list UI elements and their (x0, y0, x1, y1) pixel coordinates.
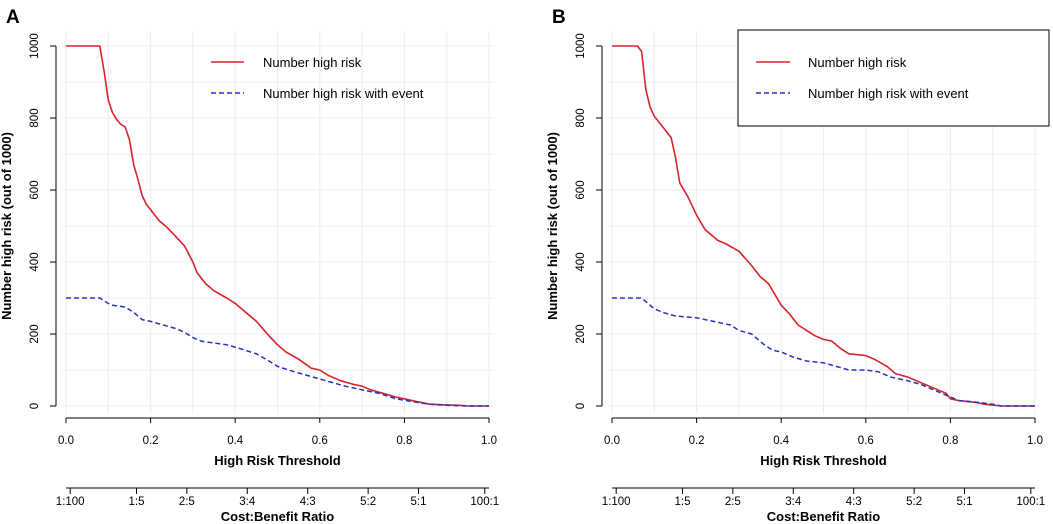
x-tick-label: 0.8 (396, 435, 412, 447)
x-tick-label: 0.8 (942, 435, 958, 447)
panel-label: B (552, 7, 566, 28)
legend: Number high risk Number high risk with ev… (737, 29, 1050, 127)
cost-tick-label: 1:5 (129, 496, 145, 508)
cost-tick-label: 1:100 (602, 496, 631, 508)
cost-tick-label: 2:5 (725, 496, 741, 508)
y-tick-label: 600 (29, 180, 41, 199)
cost-tick-label: 1:5 (675, 496, 691, 508)
y-axis-title: Number high risk (out of 1000) (545, 132, 560, 320)
y-tick-label: 400 (575, 252, 587, 271)
x-tick-label: 0.4 (773, 435, 790, 447)
x-tick-label: 0.0 (58, 435, 74, 447)
cost-tick-label: 1:100 (56, 496, 85, 508)
y-axis: 0 200 400 600 800 1000 Number high risk (out o… (545, 33, 603, 409)
legend-label: Number high risk (808, 55, 907, 70)
panel-label: A (6, 7, 20, 28)
legend: Number high risk Number high risk with ev… (211, 55, 424, 101)
x-tick-label: 0.0 (604, 435, 620, 447)
series-line-number-high-risk (66, 45, 489, 407)
x-axis: 0.0 0.2 0.4 0.6 0.8 1.0 High Risk Threshold (604, 417, 1043, 468)
x-axis-title: High Risk Threshold (760, 453, 886, 468)
cost-tick-label: 100:1 (470, 496, 499, 508)
y-tick-label: 0 (575, 403, 587, 409)
cost-tick-label: 5:2 (360, 496, 376, 508)
cost-tick-label: 4:3 (846, 496, 862, 508)
series-line-number-high-risk (612, 45, 1035, 407)
cost-tick-label: 4:3 (300, 496, 316, 508)
chart-panel-b: B 0 200 400 600 800 1000 Number high risk (out … (545, 7, 1050, 524)
cost-axis-title: Cost:Benefit Ratio (767, 509, 880, 524)
y-axis: 0 200 400 600 800 1000 Number high risk (out o… (0, 33, 57, 409)
cost-tick-label: 5:2 (906, 496, 922, 508)
x-axis-title: High Risk Threshold (214, 453, 340, 468)
legend-label: Number high risk (263, 55, 362, 70)
cost-benefit-axis: 1:100 1:5 2:5 3:4 4:3 5:2 5:1 100:1 Cost:Benefit… (602, 487, 1045, 524)
x-tick-label: 0.2 (143, 435, 159, 447)
x-tick-label: 0.4 (227, 435, 244, 447)
y-tick-label: 200 (29, 324, 41, 343)
cost-axis-title: Cost:Benefit Ratio (221, 509, 334, 524)
legend-label: Number high risk with event (263, 86, 424, 101)
y-tick-label: 1000 (575, 33, 587, 59)
y-tick-label: 0 (29, 403, 41, 409)
y-tick-label: 800 (575, 108, 587, 127)
y-tick-label: 1000 (29, 33, 41, 59)
cost-tick-label: 2:5 (179, 496, 195, 508)
series-line-number-high-risk-with-event (66, 297, 489, 407)
x-tick-label: 0.6 (312, 435, 328, 447)
legend-box (737, 29, 1050, 127)
x-tick-label: 0.6 (858, 435, 874, 447)
x-tick-label: 1.0 (1027, 435, 1043, 447)
cost-tick-label: 3:4 (239, 496, 256, 508)
x-axis: 0.0 0.2 0.4 0.6 0.8 1.0 High Risk Threshold (58, 417, 497, 468)
y-tick-label: 400 (29, 252, 41, 271)
y-axis-title: Number high risk (out of 1000) (0, 132, 14, 320)
cost-tick-label: 3:4 (785, 496, 802, 508)
y-tick-label: 600 (575, 180, 587, 199)
y-tick-label: 800 (29, 108, 41, 127)
y-tick-label: 200 (575, 324, 587, 343)
cost-benefit-axis: 1:100 1:5 2:5 3:4 4:3 5:2 5:1 100:1 Cost:Benefit… (56, 487, 499, 524)
legend-label: Number high risk with event (808, 86, 969, 101)
grid (62, 31, 493, 414)
cost-tick-label: 100:1 (1016, 496, 1045, 508)
series-line-number-high-risk-with-event (612, 297, 1035, 407)
cost-tick-label: 5:1 (411, 496, 427, 508)
chart-panel-a: A 0 200 400 600 800 1000 Number high risk (out … (0, 7, 499, 524)
x-tick-label: 0.2 (689, 435, 705, 447)
x-tick-label: 1.0 (481, 435, 497, 447)
cost-tick-label: 5:1 (957, 496, 973, 508)
